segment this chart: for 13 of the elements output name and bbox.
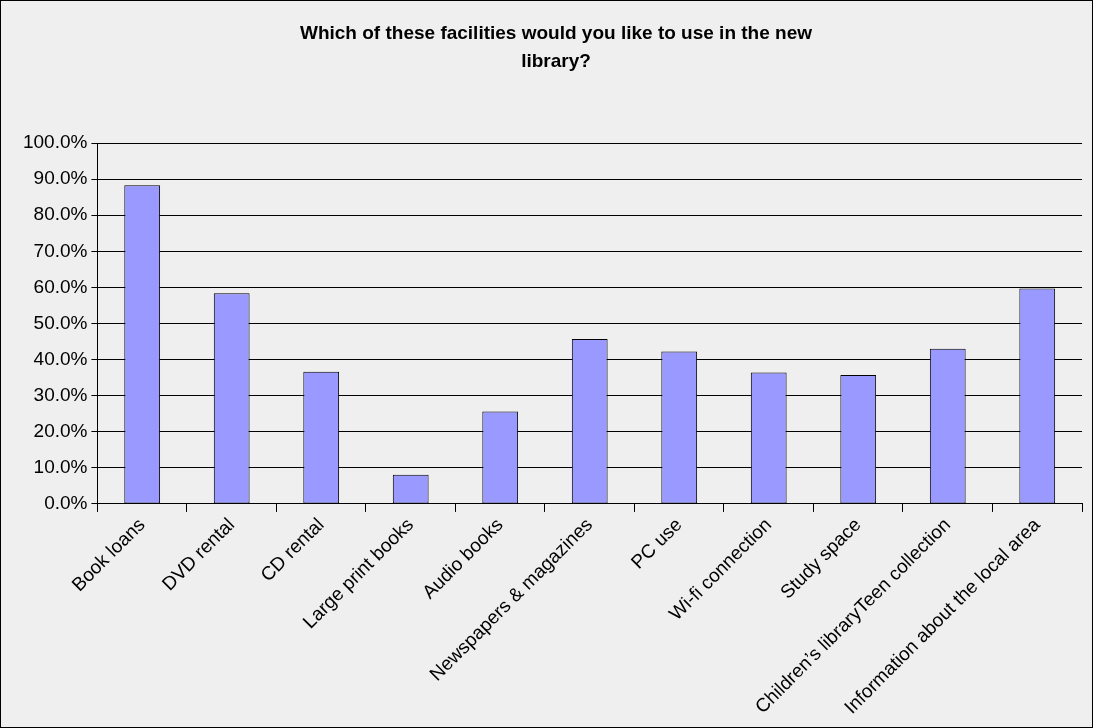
x-tick-label: PC use [626,513,686,573]
y-tick-label: 10.0% [33,456,88,478]
y-tick-label: 20.0% [33,419,88,441]
y-tick-label: 50.0% [33,311,88,333]
y-tick-label: 100.0% [22,131,88,153]
y-tick-label: 40.0% [33,347,88,369]
y-tick-label: 70.0% [33,239,88,261]
chart-title: Which of these facilities would you like to use in the new library? [299,21,813,73]
y-tick-label: 80.0% [33,203,88,225]
y-tick-label: 90.0% [33,167,88,189]
y-tick-label: 30.0% [33,383,88,405]
y-tick-label: 0.0% [44,492,88,514]
y-tick-label: 60.0% [33,275,88,297]
